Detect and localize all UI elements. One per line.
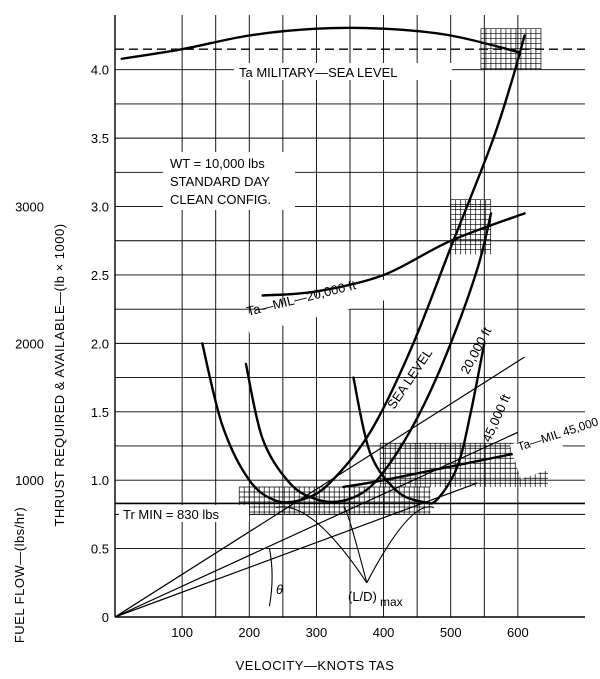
y-tick-label: 1.0 — [91, 473, 109, 488]
label-ta-military-sea-level: Ta MILITARY—SEA LEVEL — [239, 65, 397, 80]
series-curves — [120, 26, 533, 505]
ta-sea-level-label-bg — [234, 63, 452, 80]
condition-standard-day: STANDARD DAY — [170, 174, 270, 189]
ta-20k-label-bg — [244, 277, 399, 334]
y-tick-label: 2.0 — [91, 336, 109, 351]
reference-lines — [115, 48, 585, 505]
grid-lines — [115, 15, 585, 617]
tr-min-label-bg — [119, 505, 249, 522]
label-ld-max: (L/D) — [348, 589, 377, 604]
label-20000-curve: 20,000 ft — [457, 324, 494, 376]
x-tick-label: 300 — [306, 625, 328, 640]
y-tick-label: 0 — [102, 610, 109, 625]
y2-axis-title: FUEL FLOW—(lbs/hr) — [12, 507, 27, 643]
plot-frame — [114, 15, 585, 618]
ld-max-tangent-line — [114, 356, 525, 618]
y2-tick-label: 3000 — [15, 200, 44, 215]
y-tick-label: 3.5 — [91, 131, 109, 146]
y2-tick-label: 2000 — [15, 336, 44, 351]
condition-weight: WT = 10,000 lbs — [170, 156, 265, 171]
series-line — [244, 212, 493, 504]
ta-45k-label-bg — [509, 429, 569, 479]
ld-max-arrow — [366, 506, 435, 584]
series-line — [120, 26, 520, 60]
ld-max-arrow — [342, 506, 368, 583]
ld-max-tangent-line — [114, 431, 519, 618]
y-tick-label: 3.0 — [91, 200, 109, 215]
y-tick-label: 4.0 — [91, 63, 109, 78]
label-tr-min: Tr MIN = 830 lbs — [123, 507, 219, 522]
label-sea-level-curve: SEA LEVEL — [384, 346, 435, 412]
ld-max-tangent-line — [114, 482, 478, 618]
x-tick-label: 200 — [238, 625, 260, 640]
y-tick-label: 0.5 — [91, 542, 109, 557]
condition-clean-config: CLEAN CONFIG. — [170, 192, 271, 207]
series-line — [352, 342, 486, 505]
x-tick-label: 600 — [507, 625, 529, 640]
y-axis-title: THRUST REQUIRED & AVAILABLE—(lb × 1000) — [52, 223, 67, 526]
y-tick-label: 1.5 — [91, 405, 109, 420]
y-tick-label: 2.5 — [91, 268, 109, 283]
theta-arc — [268, 548, 273, 607]
series-line — [261, 212, 526, 297]
ld-max-tangent-lines — [114, 356, 525, 618]
x-tick-label: 400 — [373, 625, 395, 640]
x-tick-label: 100 — [171, 625, 193, 640]
label-theta: θ — [276, 582, 283, 597]
y2-tick-label: 1000 — [15, 473, 44, 488]
ld-max-arrow — [276, 506, 368, 584]
x-tick-label: 500 — [440, 625, 462, 640]
conditions-box — [163, 152, 295, 210]
label-ld-max-subscript: max — [380, 595, 403, 609]
tick-labels: 100 200 300 400 500 600 0 0.5 1.0 1.5 2.0 2.5 3.0 3.5… — [15, 63, 529, 640]
x-axis-title: VELOCITY—KNOTS TAS — [236, 658, 395, 673]
